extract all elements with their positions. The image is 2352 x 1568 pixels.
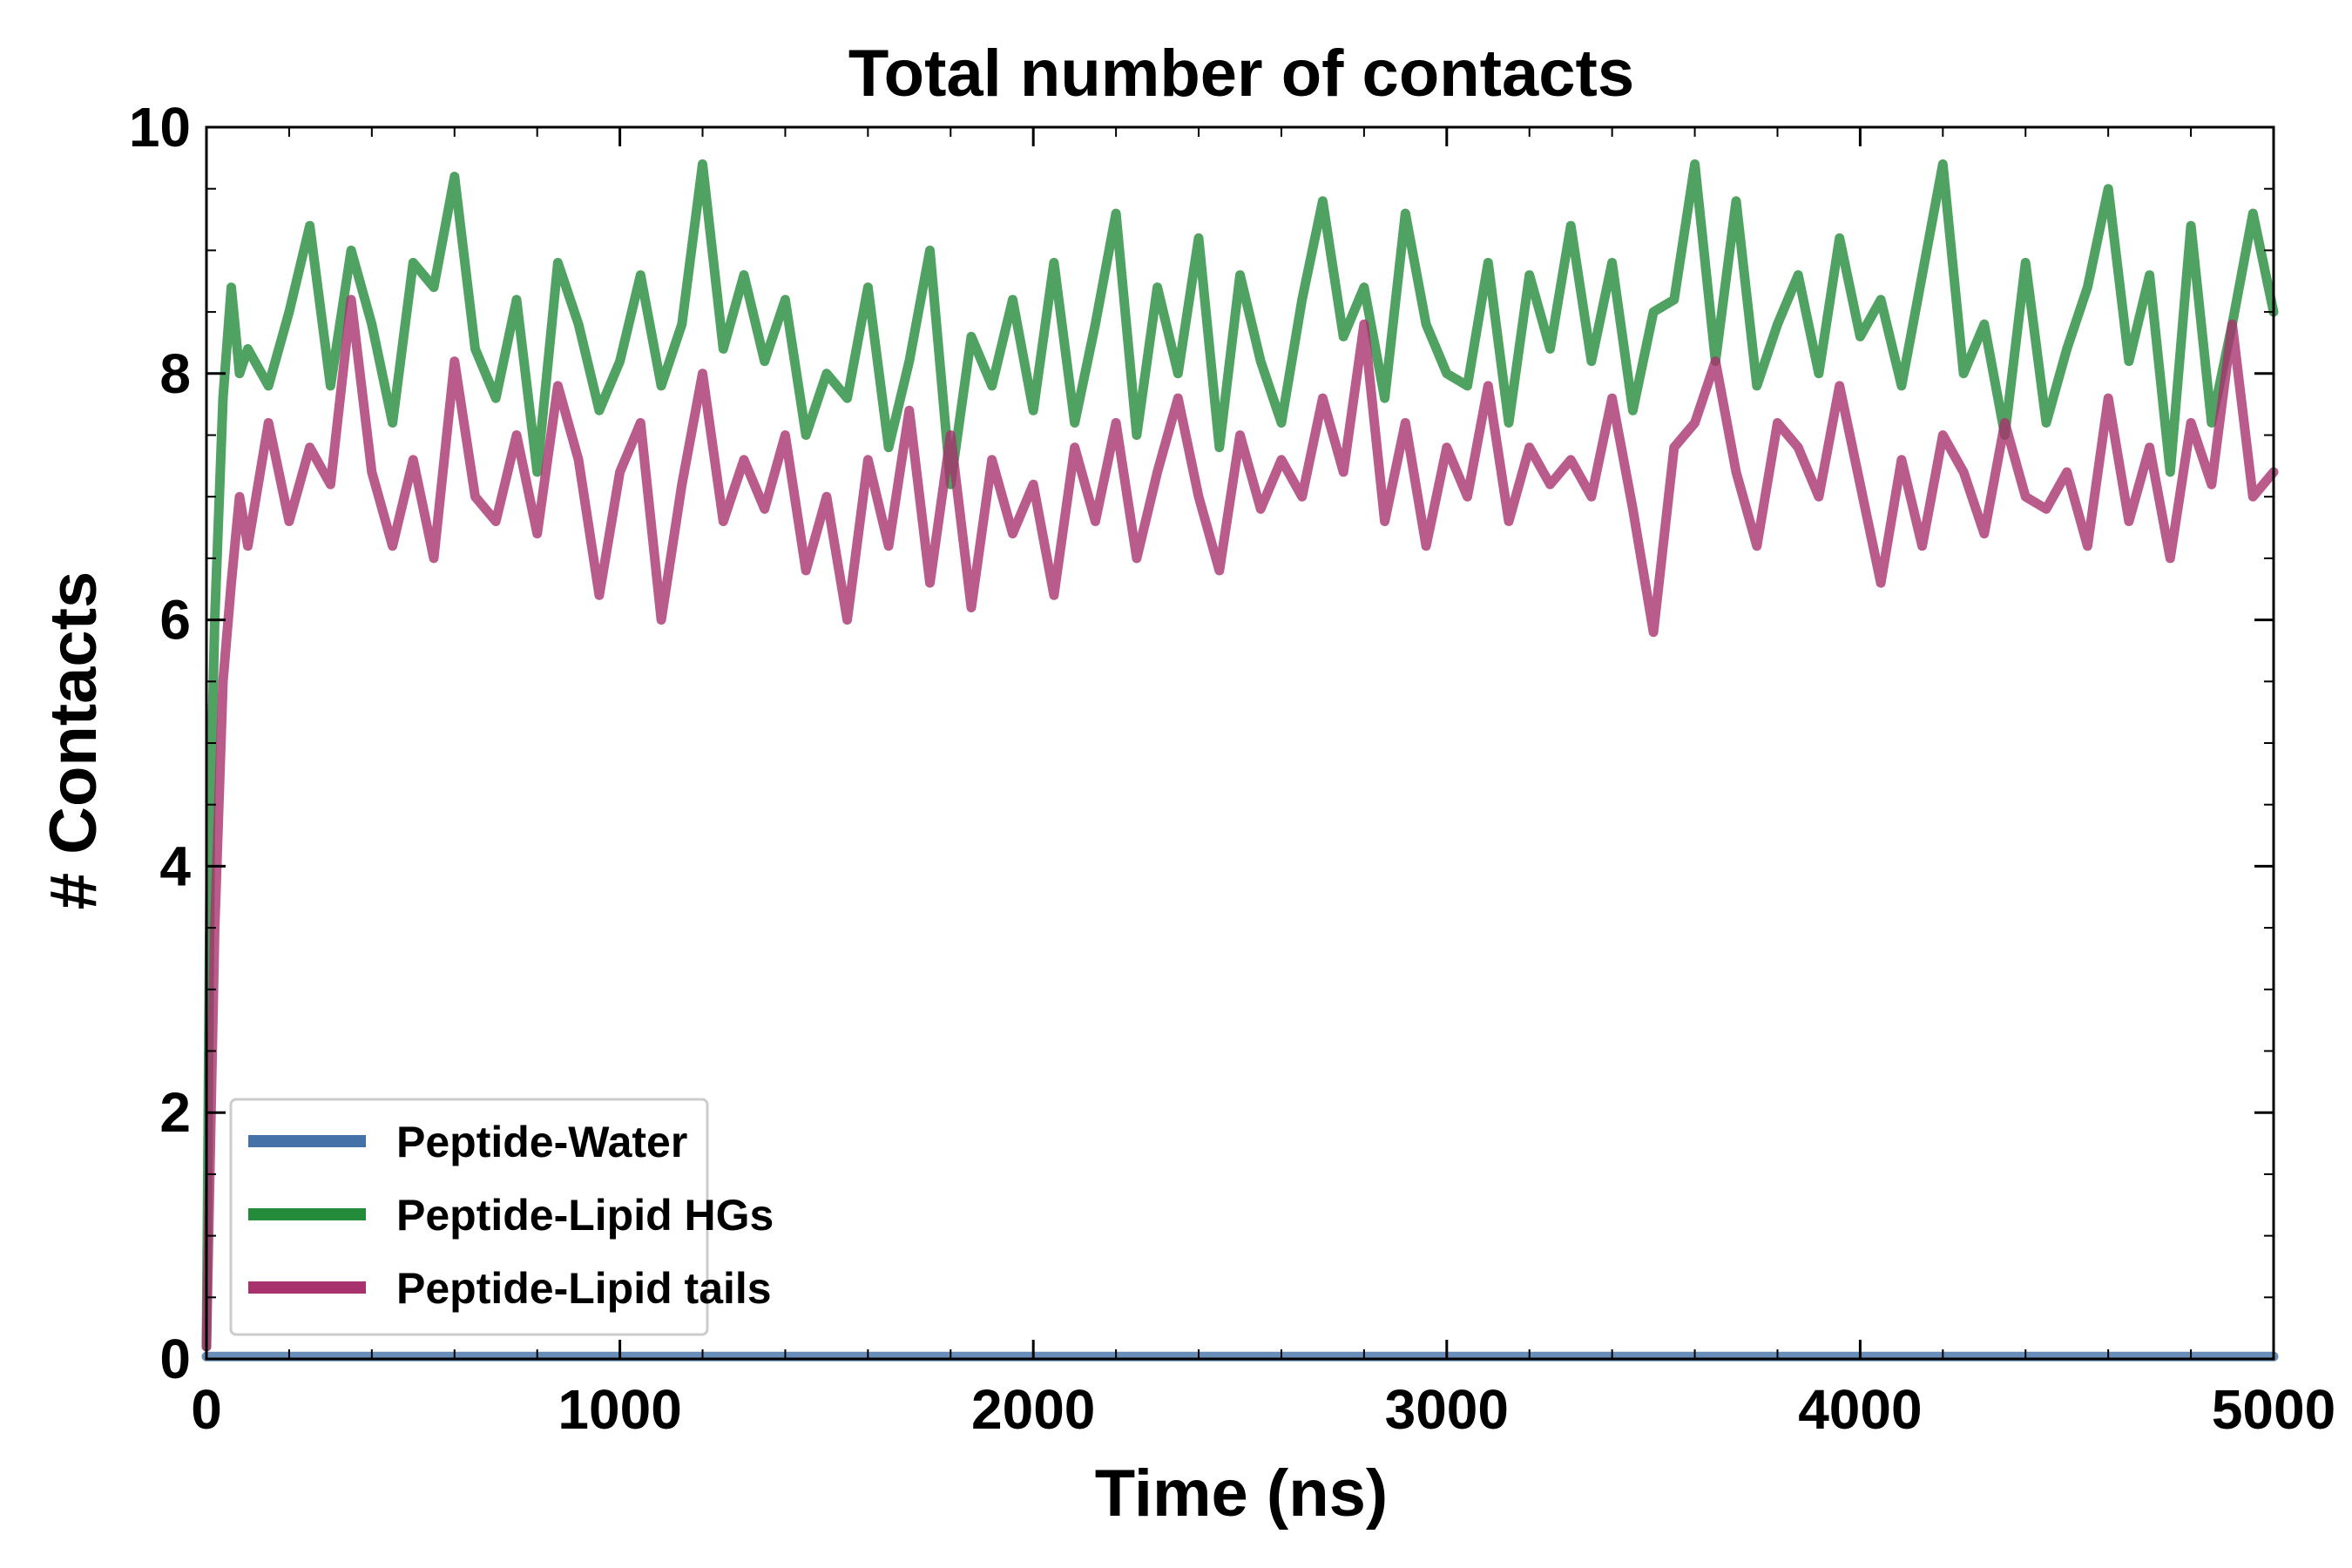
tick-layer: 0 1000 2000 3000 4000 5000 0 2 4 6 8 10	[129, 96, 2335, 1441]
y-tick-label: 10	[129, 96, 191, 159]
x-tick-label: 0	[191, 1378, 222, 1441]
y-tick-label: 2	[159, 1081, 191, 1144]
y-tick-label: 6	[159, 589, 191, 652]
legend-label-3: Peptide-Lipid tails	[396, 1264, 772, 1313]
x-tick-label: 2000	[971, 1378, 1095, 1441]
y-tick-label: 0	[159, 1328, 191, 1390]
legend-frame	[229, 1098, 709, 1336]
legend-label-2: Peptide-Lipid HGs	[396, 1191, 774, 1240]
chart-title: Total number of contacts	[848, 37, 1634, 111]
x-tick-label: 5000	[2212, 1378, 2335, 1441]
x-tick-label: 1000	[558, 1378, 681, 1441]
series-line-3	[201, 294, 2279, 1352]
legend: Peptide-Water Peptide-Lipid HGs Peptide-Li…	[229, 1098, 774, 1336]
series-layer	[201, 159, 2279, 1362]
y-tick-label: 8	[159, 342, 191, 405]
y-tick-label: 4	[159, 835, 191, 897]
series-line-2	[201, 159, 2279, 1352]
x-axis-label: Time (ns)	[1095, 1456, 1388, 1531]
x-tick-label: 3000	[1385, 1378, 1509, 1441]
legend-label-1: Peptide-Water	[396, 1118, 687, 1166]
x-tick-label: 4000	[1798, 1378, 1922, 1441]
y-axis-label: # Contacts	[37, 571, 111, 910]
